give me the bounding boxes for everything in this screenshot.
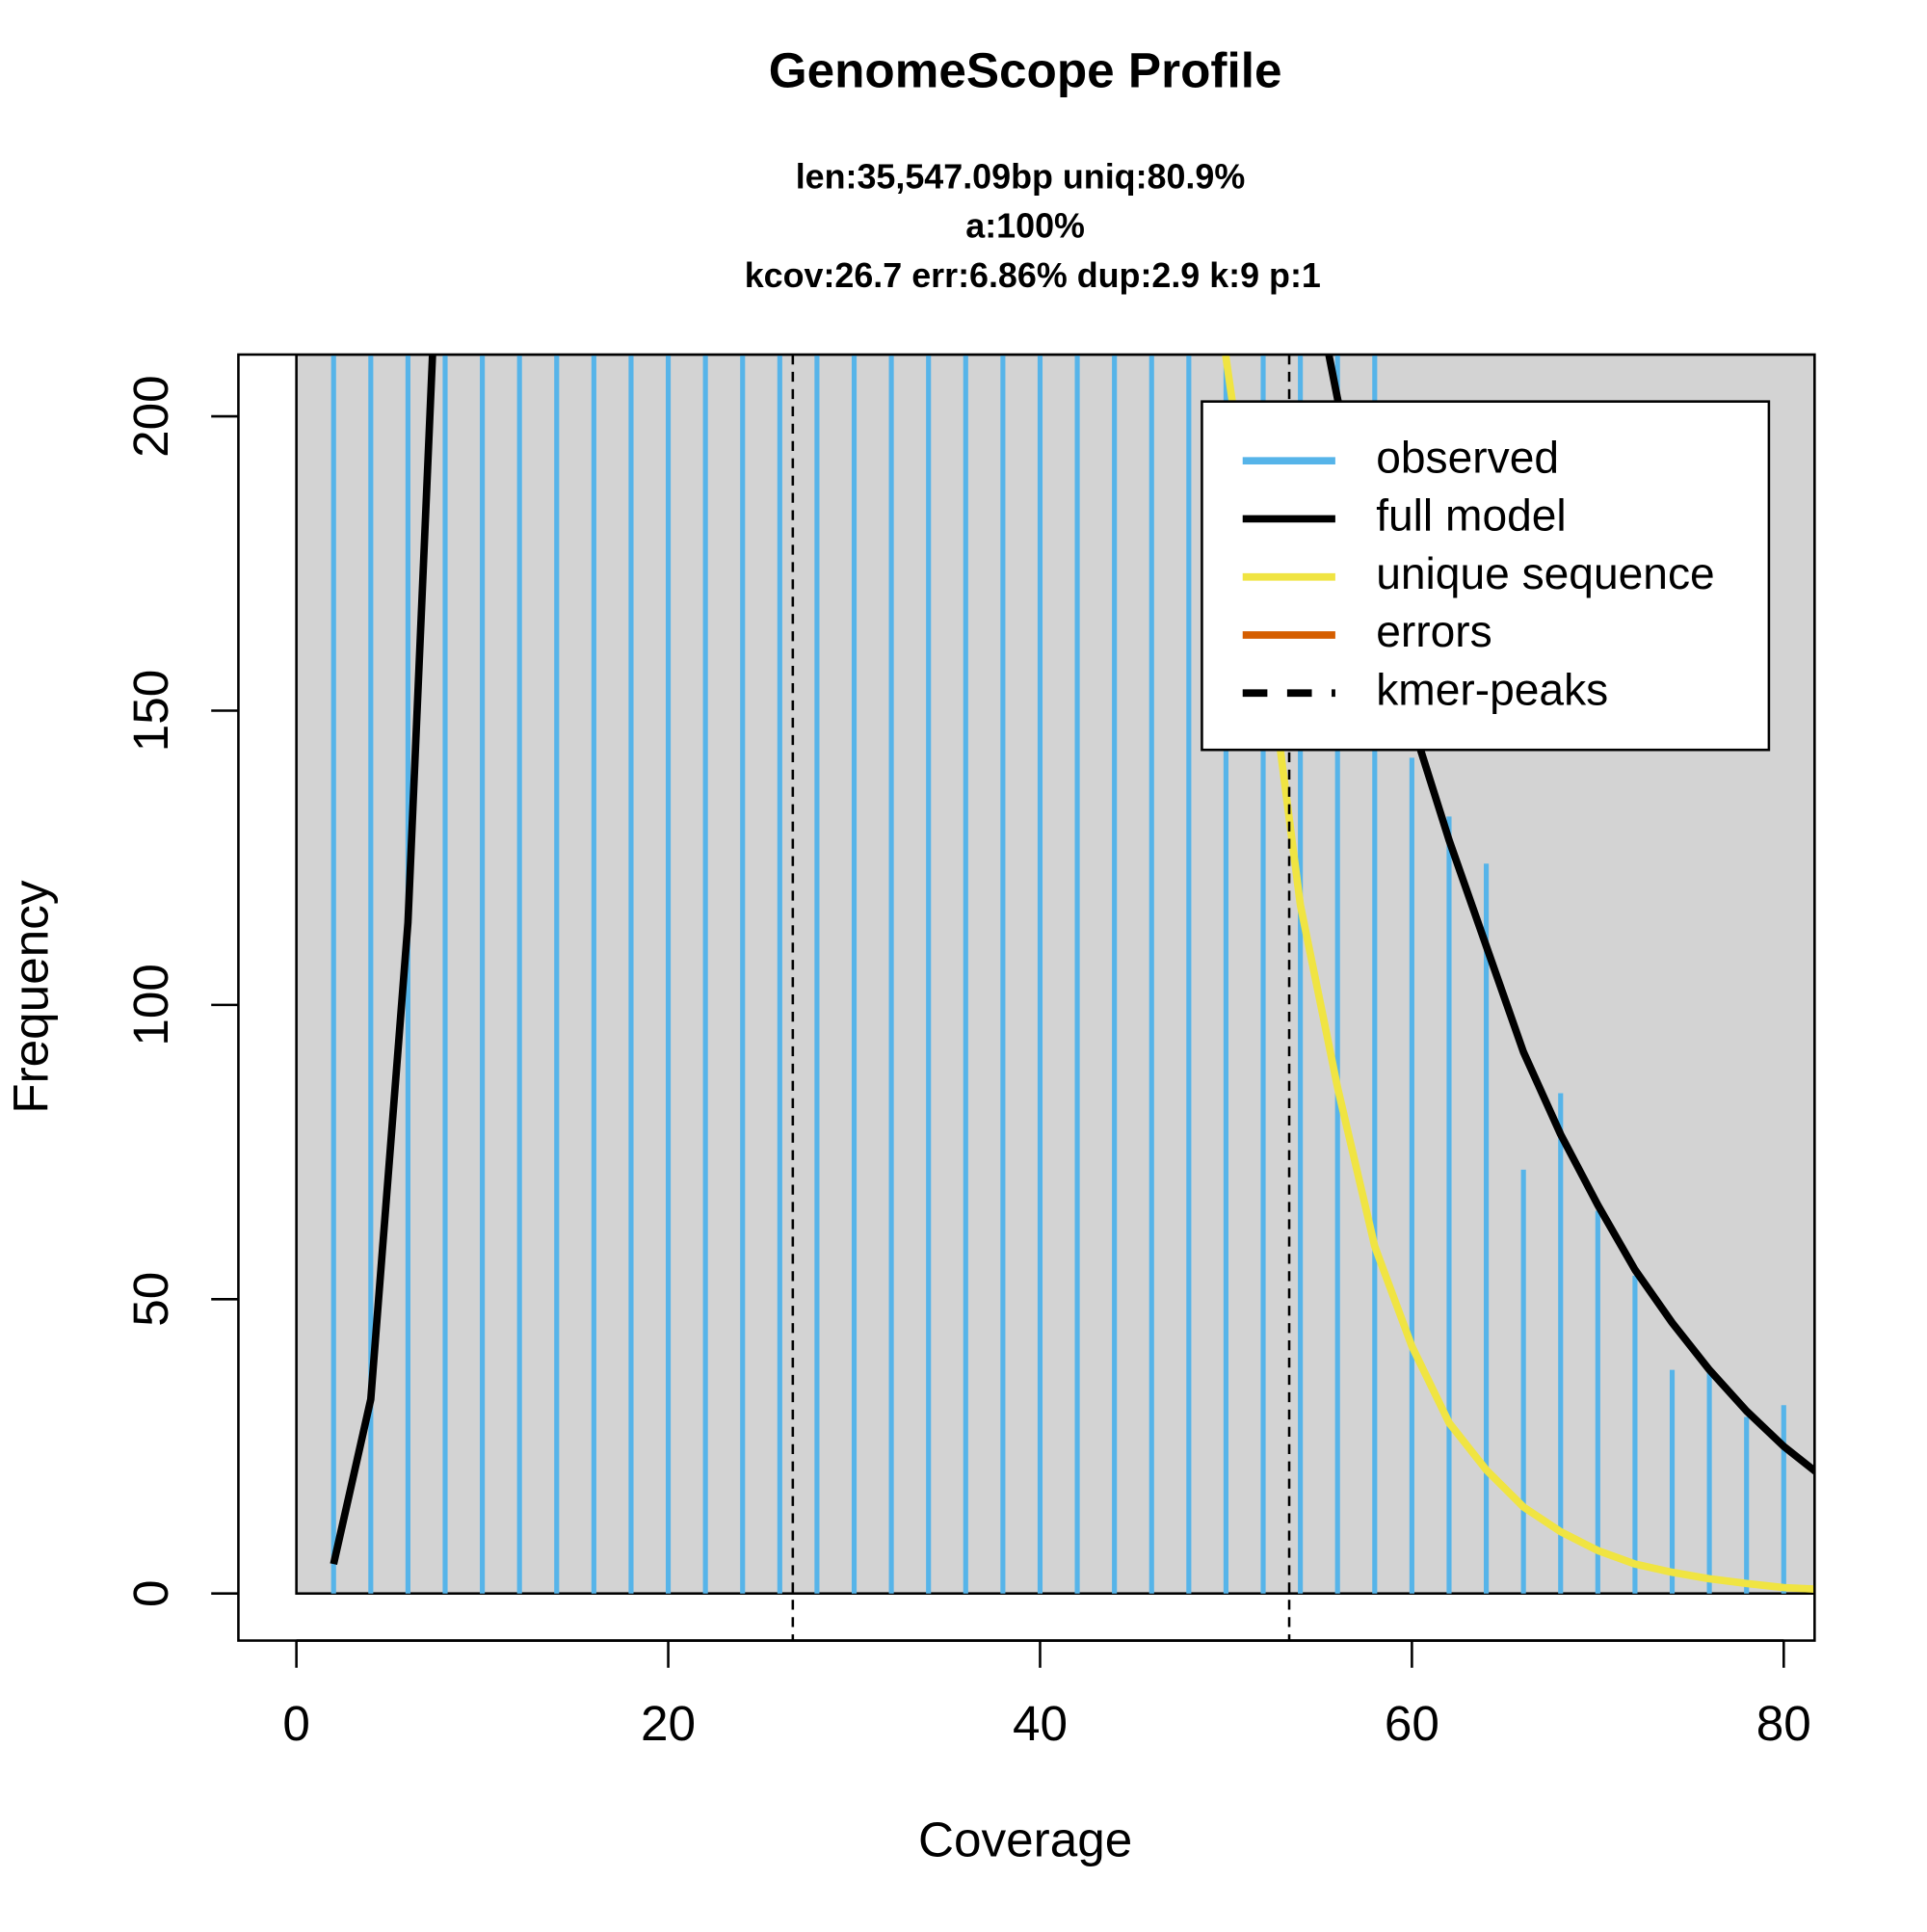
- axes: 0 20 40 60 80 0 50 100 150 200: [123, 375, 1811, 1751]
- x-tick-label: 80: [1756, 1696, 1811, 1751]
- y-tick-label: 150: [123, 670, 178, 753]
- x-tick-label: 40: [1013, 1696, 1068, 1751]
- plot-area: [295, 354, 1815, 1641]
- y-tick-label: 50: [123, 1272, 178, 1327]
- model-line: [1222, 354, 1815, 1593]
- subtitle: kcov:26.7 err:6.86% dup:2.9 k:9 p:1: [745, 256, 1321, 295]
- legend: observed full model unique sequence errors k…: [1201, 400, 1771, 752]
- x-tick-label: 60: [1385, 1696, 1439, 1751]
- legend-label: full model: [1376, 490, 1566, 541]
- subtitle: len:35,547.09bp uniq:80.9%: [796, 157, 1246, 196]
- model-line: [330, 354, 1815, 1566]
- y-axis-label: Frequency: [3, 880, 58, 1114]
- x-tick-label: 0: [282, 1696, 310, 1751]
- x-axis-label: Coverage: [918, 1812, 1132, 1866]
- y-tick-label: 200: [123, 375, 178, 458]
- legend-label: kmer-peaks: [1376, 664, 1608, 714]
- legend-label: errors: [1376, 606, 1492, 656]
- y-tick-label: 100: [123, 964, 178, 1046]
- y-tick-label: 0: [123, 1579, 178, 1607]
- x-tick-label: 20: [641, 1696, 696, 1751]
- subtitle: a:100%: [965, 207, 1085, 246]
- chart-title: GenomeScope Profile: [769, 42, 1282, 97]
- legend-label: unique sequence: [1376, 548, 1715, 598]
- legend-label: observed: [1376, 432, 1559, 482]
